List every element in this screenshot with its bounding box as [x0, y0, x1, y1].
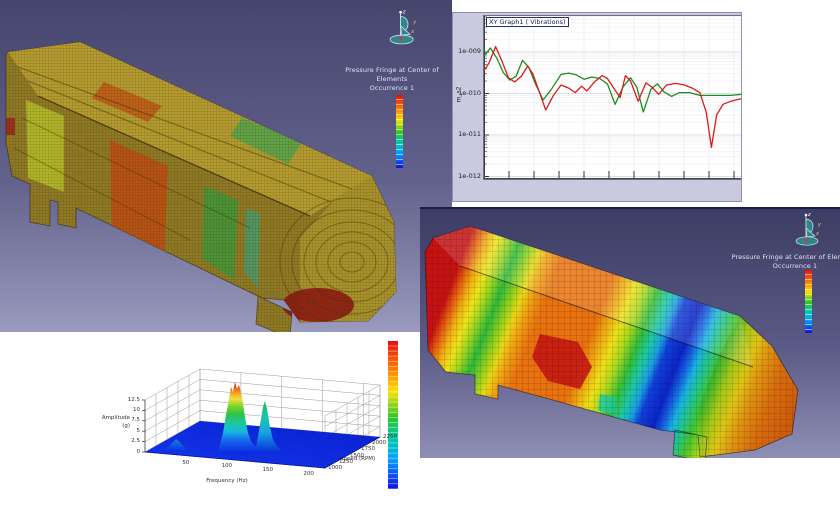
amp-axis-label-units: (g)	[122, 423, 130, 429]
waterfall-canvas	[142, 341, 398, 490]
compass-origin-dot	[804, 238, 808, 242]
compass-y-label: y	[412, 20, 417, 26]
freq-tick-label: 200	[303, 470, 314, 477]
compass-top-dot	[804, 213, 808, 217]
speed-tick-label: 1750	[361, 446, 375, 453]
speed-tick-label: 1500	[350, 452, 364, 459]
waterfall-colorbar	[388, 341, 398, 489]
y-tick-label: 1e-009	[458, 47, 481, 55]
viewport-meshed-model[interactable]: z y x Pressure Fringe at Center of Eleme…	[0, 0, 452, 332]
compass-origin-dot	[398, 36, 403, 41]
amp-tick-label: 5	[136, 427, 141, 434]
fringe-bus-model	[424, 225, 799, 458]
waterfall-surface	[144, 382, 381, 469]
compass-x-label: x	[410, 29, 415, 35]
viewport-fringe-model[interactable]: z y x Pressure Fringe at Center of Eleme…	[420, 207, 840, 458]
graph-title: XY Graph1 ( Vibrations)	[486, 17, 569, 27]
speed-tick-label: 1000	[328, 465, 342, 471]
speed-tick-label: 2000	[372, 440, 386, 447]
compass-y-label: y	[817, 222, 822, 228]
freq-tick-label: 100	[221, 463, 233, 470]
freq-tick-label: 50	[182, 459, 190, 466]
compass-z-label: z	[807, 212, 811, 218]
y-tick-label: 1e-008	[454, 13, 481, 14]
amp-tick-label: 10	[133, 406, 140, 413]
meshed-bus-model	[5, 41, 397, 332]
curve-green	[483, 47, 741, 113]
fringe-colorbar	[396, 95, 403, 168]
freq-tick-label: 150	[262, 466, 273, 473]
speed-tick-label: 1250	[339, 458, 353, 465]
fringe-title-line2: Occurrence 1	[772, 262, 818, 270]
xy-plot-area[interactable]: XY Graph1 ( Vibrations)	[483, 15, 741, 180]
speed-tick-label: 2250	[383, 434, 397, 440]
amp-tick-label: 0	[136, 448, 141, 455]
fringe-title-line1: Pressure Fringe at Center of Elements	[345, 66, 439, 83]
fringe-title: Pressure Fringe at Center of Elements Oc…	[730, 253, 840, 271]
compass-x-label: x	[815, 231, 819, 237]
fringe-title: Pressure Fringe at Center of Elements Oc…	[330, 66, 452, 93]
y-tick-label: 1e-011	[458, 130, 481, 138]
xy-plot-canvas	[483, 16, 741, 179]
amp-axis-label: Amplitude	[101, 415, 130, 421]
amp-tick-label: 7.5	[131, 417, 140, 424]
amp-tick-label: 12.5	[127, 396, 140, 403]
y-tick-label: 1e-010	[458, 88, 481, 97]
orientation-compass-icon[interactable]: z y x	[386, 8, 432, 50]
waterfall-plot: Amplitude (g) Frequency (Hz) Speed (RPM)…	[90, 335, 410, 508]
y-tick-label: 1e-012	[458, 171, 481, 180]
freq-axis-label: Frequency (Hz)	[206, 478, 248, 484]
fringe-title-line1: Pressure Fringe at Center of Elements	[731, 253, 840, 261]
fringe-title-line2: Occurrence 1	[369, 84, 415, 92]
curve-red	[483, 45, 741, 149]
fringe-colorbar	[805, 270, 812, 333]
compass-top-dot	[399, 10, 402, 14]
speed-axis-label: Speed (RPM)	[340, 456, 376, 462]
orientation-compass-icon[interactable]: z y x	[792, 211, 836, 251]
amp-tick-label: 2.5	[131, 438, 140, 445]
compass-z-label: z	[402, 9, 406, 15]
